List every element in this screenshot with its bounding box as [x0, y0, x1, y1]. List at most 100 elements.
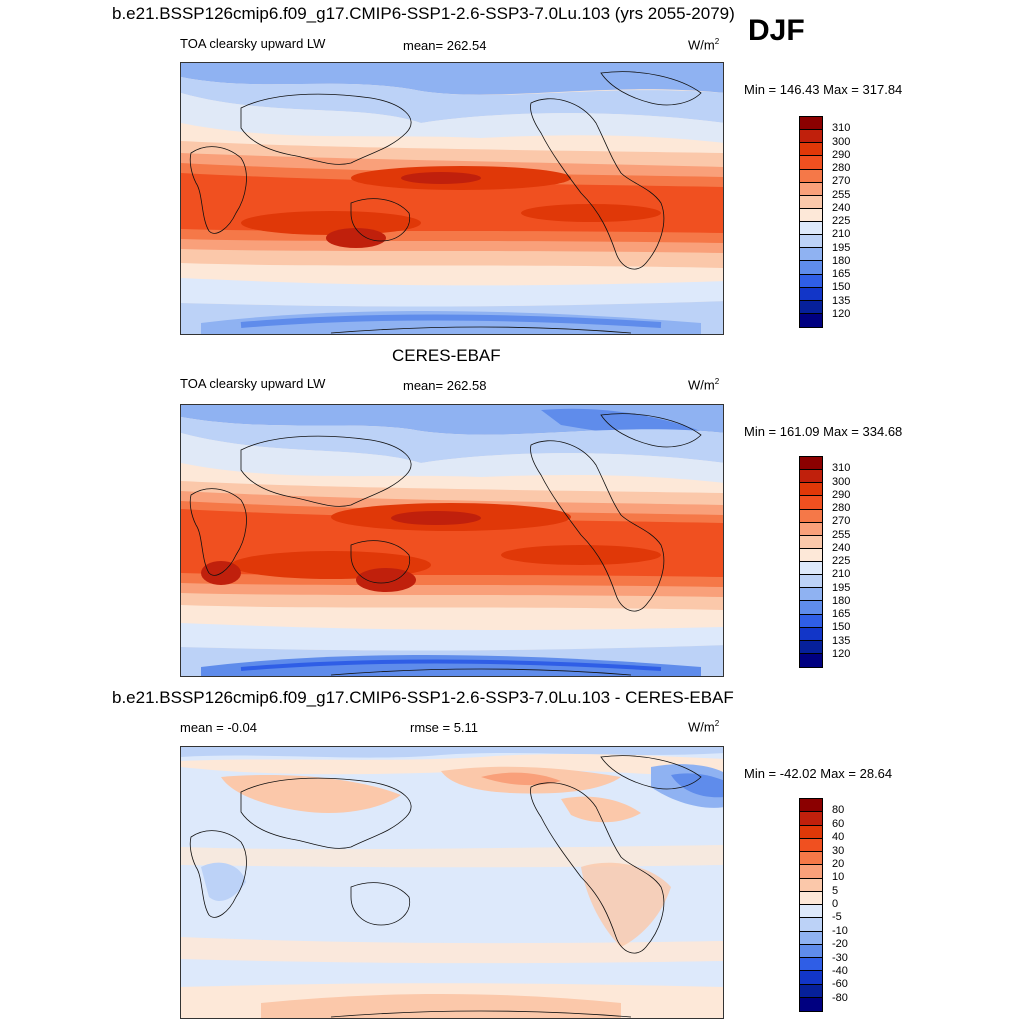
colorbar-tick-label: 255 — [832, 188, 851, 201]
colorbar-swatch — [800, 496, 822, 510]
colorbar-tick-label: 300 — [832, 475, 851, 488]
colorbar-tick-label: 40 — [832, 831, 845, 844]
colorbar-tick-label: -20 — [832, 938, 848, 951]
colorbar-swatch — [800, 627, 822, 641]
map-abs-field — [181, 405, 723, 676]
colorbar-swatch — [800, 601, 822, 615]
colorbar-swatch — [800, 470, 822, 484]
colorbar-tick-label: 120 — [832, 647, 851, 660]
colorbar-tick-label: 310 — [832, 462, 851, 475]
colorbar-swatch — [800, 300, 822, 314]
map-abs-field — [181, 63, 723, 334]
colorbar-swatch — [800, 905, 822, 919]
colorbar-tick-label: -60 — [832, 978, 848, 991]
colorbar-tick-label: 270 — [832, 515, 851, 528]
colorbar-tick-label: 210 — [832, 568, 851, 581]
colorbar-swatch — [800, 483, 822, 497]
colorbar-swatch — [800, 235, 822, 249]
colorbar-tick-label: 290 — [832, 148, 851, 161]
panel-mean-label: mean= 262.58 — [403, 378, 487, 393]
panel-minmax-label: Min = -42.02 Max = 28.64 — [744, 766, 893, 781]
colorbar-swatch — [800, 997, 822, 1011]
colorbar-swatch — [800, 852, 822, 866]
colorbar-tick-label: 270 — [832, 175, 851, 188]
colorbar-swatch — [800, 984, 822, 998]
colorbar-swatch — [800, 931, 822, 945]
map-diff — [180, 746, 724, 1019]
colorbar-swatch — [800, 535, 822, 549]
colorbar-tick-label: 180 — [832, 594, 851, 607]
colorbar-tick-label: 120 — [832, 307, 851, 320]
colorbar-swatch — [800, 222, 822, 236]
colorbar-swatch — [800, 614, 822, 628]
colorbar-swatch — [800, 562, 822, 576]
colorbar-tick-label: 165 — [832, 268, 851, 280]
colorbar-swatch — [800, 548, 822, 562]
colorbar-tick-label: 20 — [832, 857, 845, 870]
colorbar-swatch — [800, 971, 822, 985]
colorbar-tick-label: 240 — [832, 541, 851, 554]
colorbar-tick-label: -10 — [832, 924, 848, 937]
panel-units-label: W/m2 — [688, 377, 720, 393]
colorbar-obs — [799, 456, 823, 668]
colorbar-tick-label: 280 — [832, 162, 851, 174]
colorbar-swatch — [800, 509, 822, 523]
panel-mean-label: mean= 262.54 — [403, 38, 487, 53]
colorbar-swatch — [800, 156, 822, 170]
colorbar-swatch — [800, 812, 822, 826]
colorbar-swatch — [800, 891, 822, 905]
colorbar-tick-label: 5 — [832, 884, 839, 897]
colorbar-tick-label: 80 — [832, 804, 845, 817]
colorbar-swatch — [800, 958, 822, 972]
colorbar-tick-label: 240 — [832, 201, 851, 214]
colorbar-tick-label: -40 — [832, 964, 848, 977]
colorbar-tick-label: 165 — [832, 608, 851, 620]
colorbar-tick-label: 280 — [832, 502, 851, 514]
colorbar-tick-label: 210 — [832, 228, 851, 241]
colorbar-swatch — [800, 944, 822, 958]
colorbar-swatch — [800, 274, 822, 288]
colorbar-swatch — [800, 575, 822, 589]
colorbar-swatch — [800, 457, 822, 471]
colorbar-tick-label: 135 — [832, 294, 851, 307]
colorbar-tick-label: 195 — [832, 581, 851, 594]
panel-diff-rmse-label: rmse = 5.11 — [410, 720, 479, 735]
colorbar-swatch — [800, 653, 822, 667]
colorbar-swatch — [800, 918, 822, 932]
colorbar-tick-label: 290 — [832, 488, 851, 501]
colorbar-tick-label: -5 — [832, 911, 842, 924]
colorbar-tick-label: 225 — [832, 555, 851, 567]
map-diff-field — [181, 747, 723, 1018]
panel-variable-label: TOA clearsky upward LW — [180, 376, 326, 391]
panel-diff-title: b.e21.BSSP126cmip6.f09_g17.CMIP6-SSP1-2.… — [112, 688, 734, 707]
colorbar-diff — [799, 798, 823, 1012]
colorbar-swatch — [800, 169, 822, 183]
colorbar-tick-label: 310 — [832, 122, 851, 135]
colorbar-swatch — [800, 838, 822, 852]
colorbar-tick-label: 150 — [832, 281, 851, 294]
map-model — [180, 62, 724, 335]
colorbar-tick-label: 225 — [832, 215, 851, 227]
panel-variable-label: TOA clearsky upward LW — [180, 36, 326, 51]
colorbar-tick-label: 30 — [832, 844, 845, 857]
colorbar-swatch — [800, 143, 822, 157]
figure-title: b.e21.BSSP126cmip6.f09_g17.CMIP6-SSP1-2.… — [112, 4, 735, 23]
colorbar-swatch — [800, 313, 822, 327]
panel-units-label: W/m2 — [688, 719, 720, 735]
panel-minmax-label: Min = 146.43 Max = 317.84 — [744, 82, 903, 97]
colorbar-tick-label: 60 — [832, 817, 845, 830]
season-label: DJF — [748, 14, 805, 47]
colorbar-swatch — [800, 182, 822, 196]
colorbar-tick-label: 255 — [832, 528, 851, 541]
colorbar-tick-label: 300 — [832, 135, 851, 148]
colorbar-swatch — [800, 799, 822, 813]
colorbar-swatch — [800, 248, 822, 262]
map-obs — [180, 404, 724, 677]
colorbar-swatch — [800, 878, 822, 892]
panel-obs-title: CERES-EBAF — [392, 346, 501, 365]
colorbar-swatch — [800, 640, 822, 654]
colorbar-swatch — [800, 208, 822, 222]
colorbar-swatch — [800, 522, 822, 536]
colorbar-tick-label: 135 — [832, 634, 851, 647]
colorbar-swatch — [800, 117, 822, 131]
